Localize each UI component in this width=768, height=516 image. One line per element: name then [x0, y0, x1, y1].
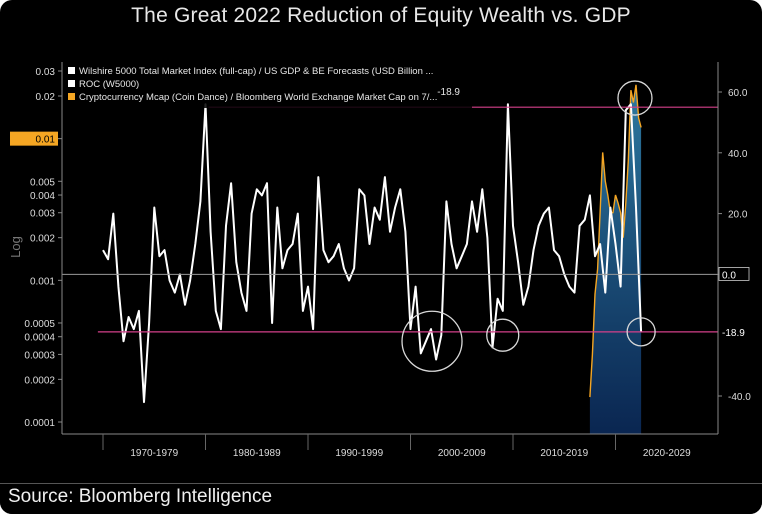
legend: Wilshire 5000 Total Market Index (full-c… — [64, 64, 472, 108]
left-tick-label: 0.002 — [30, 234, 55, 245]
left-tick-label: 0.003 — [30, 209, 55, 220]
legend-value: -18.9 — [437, 87, 460, 98]
legend-swatch — [68, 93, 75, 100]
left-tick-label: 0.0005 — [24, 319, 55, 330]
circle-2009 — [486, 318, 520, 352]
lines-layer — [102, 84, 643, 404]
chart-svg: 0.03 0.02 0.01 0.005 0.004 0.003 0.002 0.001 0.0… — [8, 62, 753, 459]
legend-label: Cryptocurrency Mcap (Coin Dance) / Bloom… — [79, 92, 437, 103]
left-tick-label: 0.001 — [30, 276, 55, 287]
zero-value-label: 0.0 — [722, 270, 736, 281]
plot-area: 0.03 0.02 0.01 0.005 0.004 0.003 0.002 0.001 0.0… — [8, 32, 758, 472]
circle-2002 — [401, 310, 463, 372]
x-tick-label: 2000-2009 — [438, 448, 486, 459]
left-tick-label: 0.0002 — [24, 375, 55, 386]
x-tick-label: 1980-1989 — [233, 448, 281, 459]
left-tick-label: 0.02 — [36, 92, 56, 103]
last-value-box — [719, 324, 753, 338]
left-tick-label: 0.004 — [30, 191, 55, 202]
left-tick-label: 0.005 — [30, 177, 55, 188]
left-tick-label: 0.03 — [36, 67, 56, 78]
legend-label: ROC (W5000) — [79, 79, 139, 90]
source-divider — [0, 483, 762, 484]
legend-label: Wilshire 5000 Total Market Index (full-c… — [79, 66, 433, 77]
axes-layer: 0.03 0.02 0.01 0.005 0.004 0.003 0.002 0.001 0.0… — [8, 62, 753, 459]
source-text: Source: Bloomberg Intelligence — [8, 486, 273, 507]
left-tick-label: 0.01 — [36, 135, 56, 146]
right-tick-label: 20.0 — [728, 210, 748, 221]
circle-2021-peak — [617, 80, 653, 116]
highlight-circles-layer — [401, 80, 656, 372]
legend-swatch — [68, 80, 75, 87]
legend-box — [64, 64, 472, 108]
left-axis-label: Log — [10, 236, 23, 258]
right-tick-label: -40.0 — [728, 392, 751, 403]
circle-2022-trough — [626, 317, 656, 347]
right-tick-label: 60.0 — [728, 88, 748, 99]
roc-line — [102, 103, 643, 404]
right-tick-label: 40.0 — [728, 149, 748, 160]
chart-title: The Great 2022 Reduction of Equity Wealt… — [131, 4, 631, 27]
x-tick-label: 1970-1979 — [130, 448, 178, 459]
x-tick-label: 1990-1999 — [335, 448, 383, 459]
left-tick-label: 0.0001 — [24, 418, 55, 429]
zero-value-box — [718, 266, 750, 281]
x-tick-label: 2010-2019 — [540, 448, 588, 459]
source-bar: Source: Bloomberg Intelligence — [0, 484, 762, 514]
left-tick-highlight — [10, 131, 58, 146]
x-tick-label: 2020-2029 — [643, 448, 691, 459]
left-tick-label: 0.0004 — [24, 333, 55, 344]
left-tick-label: 0.0003 — [24, 350, 55, 361]
legend-swatch — [68, 67, 75, 74]
last-value-label: -18.9 — [722, 328, 745, 339]
